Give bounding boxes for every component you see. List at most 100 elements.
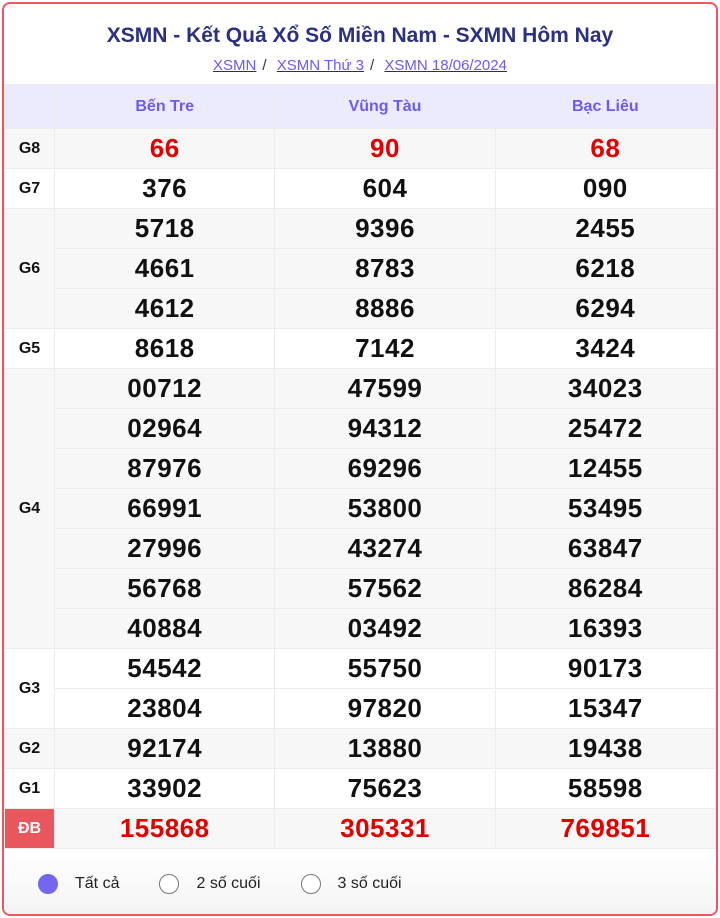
prize-number: 9396 [274, 208, 496, 249]
prize-row-g3: 23804 97820 15347 [5, 688, 716, 729]
prize-label: G1 [4, 768, 56, 809]
radio-selected-icon[interactable] [38, 874, 58, 894]
prize-number: 4661 [54, 248, 276, 289]
prize-number: 12455 [494, 448, 716, 489]
prize-number: 090 [494, 168, 716, 209]
prize-number: 87976 [54, 448, 276, 489]
prize-row-g2: G2 92174 13880 19438 [4, 728, 716, 769]
prize-row-đb: ĐB 155868 305331 769851 [4, 808, 716, 849]
prize-number: 90173 [494, 648, 716, 689]
radio-icon[interactable] [159, 874, 180, 894]
prize-number: 56768 [54, 568, 276, 609]
prize-label: G3 [4, 648, 56, 729]
filter-all[interactable]: Tất cả [38, 874, 119, 894]
prize-row-g5: G5 8618 7142 3424 [4, 328, 716, 369]
filter-last-2[interactable]: 2 số cuối [159, 874, 261, 894]
prize-label: G2 [4, 728, 56, 769]
filter-last-3[interactable]: 3 số cuối [300, 874, 402, 894]
breadcrumb: XSMN / XSMN Thứ 3/ XSMN 18/06/2024 [213, 57, 507, 74]
prize-number: 3424 [494, 328, 716, 369]
prize-number: 69296 [274, 448, 496, 489]
prize-number: 75623 [274, 768, 496, 809]
prize-number: 8886 [274, 288, 496, 329]
prize-number: 02964 [54, 408, 276, 449]
prize-number: 769851 [494, 808, 716, 849]
prize-number: 305331 [274, 808, 496, 849]
prize-row-g1: G1 33902 75623 58598 [4, 768, 716, 809]
prize-label: G6 [4, 208, 56, 329]
prize-number: 25472 [494, 408, 716, 449]
breadcrumb-xsmn-date[interactable]: XSMN 18/06/2024 [384, 57, 507, 74]
prize-number: 53800 [274, 488, 496, 529]
prize-number: 4612 [54, 288, 276, 329]
province-header-row: Bến Tre Vũng Tàu Bạc Liêu [4, 84, 716, 129]
prize-row-g4: 56768 57562 86284 [5, 568, 716, 609]
prize-number: 8618 [54, 328, 276, 369]
prize-label: G5 [4, 328, 56, 369]
prize-row-g8: G8 66 90 68 [4, 128, 716, 169]
prize-number: 13880 [274, 728, 496, 769]
prize-label: G4 [4, 368, 56, 649]
prize-number: 43274 [274, 528, 496, 569]
prize-number: 6294 [494, 288, 716, 329]
prize-number: 03492 [274, 608, 496, 649]
radio-icon[interactable] [300, 874, 321, 894]
prize-number: 15347 [494, 688, 716, 729]
prize-row-g7: G7 376 604 090 [4, 168, 716, 209]
prize-number: 23804 [54, 688, 276, 729]
prize-number: 33902 [54, 768, 276, 809]
prize-number: 63847 [494, 528, 716, 569]
prize-row-g4: 66991 53800 53495 [5, 488, 716, 529]
prize-row-g4: G4 00712 47599 34023 [4, 368, 716, 649]
prize-label: ĐB [4, 808, 56, 849]
prize-label: G7 [4, 168, 56, 209]
prize-number: 7142 [274, 328, 496, 369]
prize-number: 34023 [494, 368, 716, 409]
prize-number: 2455 [494, 208, 716, 249]
prize-row-g6: G6 5718 9396 2455 [4, 208, 716, 329]
prize-number: 27996 [54, 528, 276, 569]
province-bac-lieu[interactable]: Bạc Liêu [494, 84, 716, 129]
prize-number: 54542 [54, 648, 276, 689]
filter-label: Tất cả [75, 875, 120, 892]
province-ben-tre[interactable]: Bến Tre [54, 84, 276, 129]
filter-label: 2 số cuối [196, 875, 261, 892]
prize-row-g4: 02964 94312 25472 [5, 408, 716, 449]
prize-number: 155868 [54, 808, 276, 849]
prize-row-g6: 4612 8886 6294 [5, 288, 716, 329]
digit-filter: Tất cả 2 số cuối 3 số cuối [4, 850, 716, 914]
prize-number: 376 [54, 168, 276, 209]
prize-row-g3: G3 54542 55750 90173 [4, 648, 716, 729]
page-title: XSMN - Kết Quả Xổ Số Miền Nam - SXMN Hôm… [106, 24, 614, 47]
prize-number: 40884 [54, 608, 276, 649]
prize-number: 00712 [54, 368, 276, 409]
prize-number: 97820 [274, 688, 496, 729]
prize-number: 92174 [54, 728, 276, 769]
prize-number: 66991 [54, 488, 276, 529]
prize-row-g4: 27996 43274 63847 [5, 528, 716, 569]
prize-number: 66 [54, 128, 276, 169]
prize-number: 86284 [494, 568, 716, 609]
prize-number: 5718 [54, 208, 276, 249]
prize-number: 53495 [494, 488, 716, 529]
prize-number: 68 [494, 128, 716, 169]
prize-number: 55750 [274, 648, 496, 689]
prize-number: 57562 [274, 568, 496, 609]
breadcrumb-xsmn[interactable]: XSMN [213, 57, 257, 74]
header-blank [4, 84, 56, 129]
prize-number: 47599 [274, 368, 496, 409]
prize-number: 16393 [494, 608, 716, 649]
prize-number: 94312 [274, 408, 496, 449]
results-table: Bến Tre Vũng Tàu Bạc Liêu G8 66 90 68 G7 376 6… [4, 84, 716, 849]
breadcrumb-xsmn-thu-3[interactable]: XSMN Thứ 3 [276, 57, 365, 74]
prize-number: 90 [274, 128, 496, 169]
prize-row-g6: 4661 8783 6218 [5, 248, 716, 289]
prize-row-g4: 87976 69296 12455 [5, 448, 716, 489]
prize-number: 6218 [494, 248, 716, 289]
prize-number: 58598 [494, 768, 716, 809]
prize-label: G8 [4, 128, 56, 169]
prize-number: 604 [274, 168, 496, 209]
province-vung-tau[interactable]: Vũng Tàu [274, 84, 496, 129]
prize-number: 8783 [274, 248, 496, 289]
